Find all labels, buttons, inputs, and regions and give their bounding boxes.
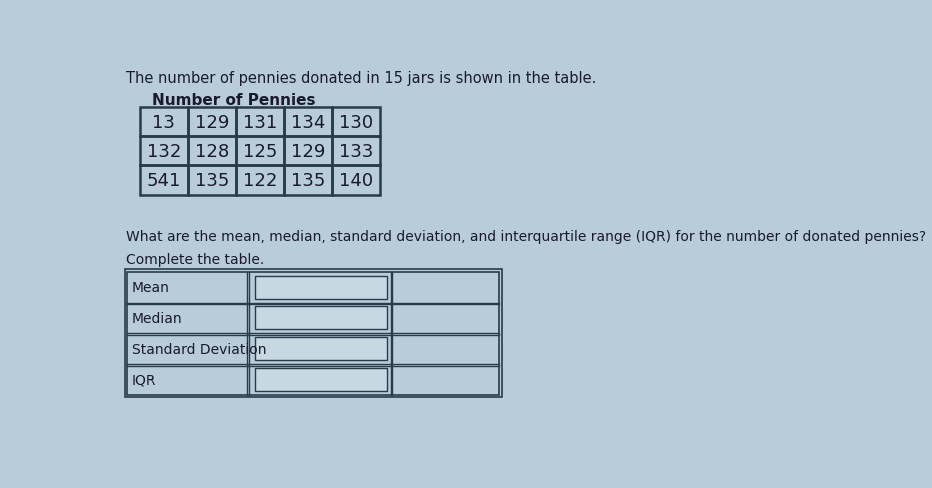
Text: 132: 132 bbox=[146, 142, 181, 161]
Text: 134: 134 bbox=[291, 113, 325, 131]
Bar bbox=[188, 137, 236, 166]
Bar bbox=[284, 108, 332, 137]
Bar bbox=[140, 166, 188, 195]
Text: 125: 125 bbox=[242, 142, 277, 161]
Text: 129: 129 bbox=[291, 142, 325, 161]
Bar bbox=[255, 368, 387, 391]
Text: 135: 135 bbox=[195, 172, 229, 190]
Bar bbox=[284, 137, 332, 166]
Bar bbox=[128, 272, 500, 395]
Text: The number of pennies donated in 15 jars is shown in the table.: The number of pennies donated in 15 jars… bbox=[126, 71, 596, 86]
Text: Mean: Mean bbox=[132, 281, 170, 295]
Text: 131: 131 bbox=[242, 113, 277, 131]
Text: 13: 13 bbox=[152, 113, 175, 131]
Text: Standard Deviation: Standard Deviation bbox=[132, 342, 267, 356]
Bar bbox=[188, 166, 236, 195]
Text: What are the mean, median, standard deviation, and interquartile range (IQR) for: What are the mean, median, standard devi… bbox=[126, 229, 932, 243]
Text: 122: 122 bbox=[242, 172, 277, 190]
Text: 128: 128 bbox=[195, 142, 229, 161]
Text: 140: 140 bbox=[339, 172, 373, 190]
Text: Complete the table.: Complete the table. bbox=[126, 252, 264, 266]
Bar bbox=[255, 338, 387, 361]
Bar bbox=[332, 137, 380, 166]
Text: 541: 541 bbox=[146, 172, 181, 190]
Bar bbox=[236, 108, 284, 137]
Bar bbox=[125, 270, 501, 397]
Text: 135: 135 bbox=[291, 172, 325, 190]
Bar bbox=[236, 137, 284, 166]
Bar bbox=[332, 108, 380, 137]
Bar bbox=[188, 108, 236, 137]
Bar bbox=[140, 137, 188, 166]
Bar bbox=[332, 166, 380, 195]
Bar bbox=[255, 276, 387, 299]
Text: 133: 133 bbox=[339, 142, 373, 161]
Text: Number of Pennies: Number of Pennies bbox=[152, 92, 316, 107]
Text: Median: Median bbox=[132, 311, 183, 325]
Text: 130: 130 bbox=[339, 113, 373, 131]
Text: 129: 129 bbox=[195, 113, 229, 131]
Bar bbox=[284, 166, 332, 195]
Bar bbox=[236, 166, 284, 195]
Bar bbox=[140, 108, 188, 137]
Bar bbox=[255, 307, 387, 330]
Text: IQR: IQR bbox=[132, 373, 157, 387]
